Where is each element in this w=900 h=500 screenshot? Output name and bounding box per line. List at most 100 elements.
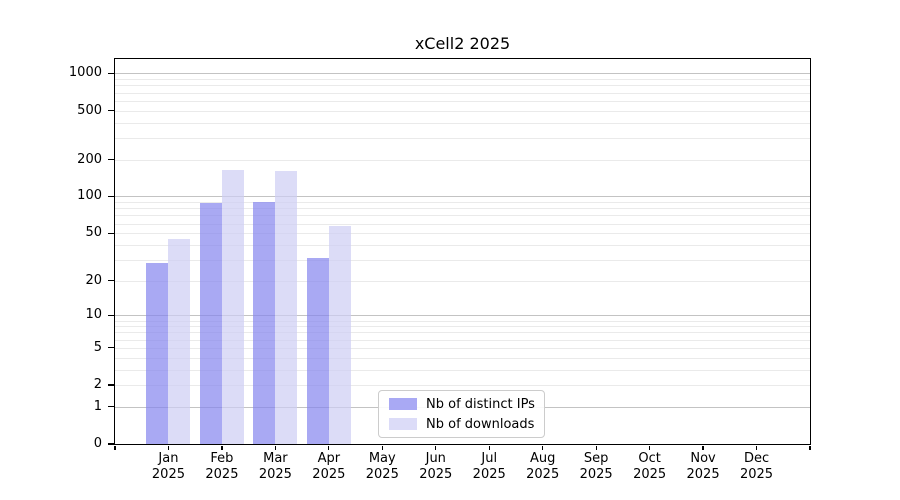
x-tick-label-year: 2025: [312, 467, 346, 482]
gridline-major: [115, 196, 810, 198]
gridline-minor: [115, 202, 810, 204]
bar-feb-distinct-ips: [199, 203, 222, 444]
bar-apr-downloads: [328, 226, 351, 444]
gridline-minor: [115, 137, 810, 139]
gridline-minor: [115, 347, 810, 349]
y-tick-label: 500: [77, 102, 102, 118]
bar-jan-distinct-ips: [146, 263, 169, 444]
bar-jan-downloads: [168, 238, 191, 444]
bar-feb-downloads: [221, 169, 244, 444]
gridline-minor: [115, 223, 810, 225]
x-tick-label-month: Apr: [317, 451, 341, 466]
y-tick-label: 1: [93, 398, 102, 414]
x-tick-label-year: 2025: [472, 467, 506, 482]
gridline-minor: [115, 85, 810, 87]
legend-entry-downloads: Nb of downloads: [389, 417, 534, 432]
gridline-minor: [115, 326, 810, 328]
x-axis-edge-tick: [114, 445, 116, 450]
y-tick: [108, 384, 115, 386]
x-tick-label-year: 2025: [739, 467, 774, 482]
y-tick-label: 2: [93, 377, 102, 393]
x-tick-label-month: Jan: [158, 451, 179, 466]
gridline-minor: [115, 92, 810, 94]
x-tick-label-month: May: [368, 451, 396, 466]
legend-swatch-distinct-ips: [389, 398, 417, 410]
bar-apr-distinct-ips: [306, 258, 329, 444]
y-tick-label: 50: [85, 225, 102, 241]
x-tick-label-month: Dec: [743, 451, 770, 466]
y-tick: [108, 109, 115, 112]
x-tick: [381, 445, 383, 450]
y-tick: [108, 72, 115, 75]
x-tick: [488, 445, 490, 450]
x-tick-label-month: Oct: [638, 451, 661, 466]
legend: Nb of distinct IPs Nb of downloads: [378, 390, 545, 438]
y-tick-label: 10: [85, 307, 102, 323]
x-tick: [542, 445, 544, 450]
bar-mar-distinct-ips: [253, 202, 276, 444]
y-tick-label: 1000: [68, 65, 102, 81]
x-tick-label-month: Feb: [210, 451, 234, 466]
gridline-minor: [115, 244, 810, 246]
x-tick-label-month: Aug: [529, 451, 556, 466]
x-tick: [274, 445, 276, 450]
y-tick-label: 200: [77, 151, 102, 167]
x-tick-label-year: 2025: [205, 467, 239, 482]
y-tick-label: 20: [85, 272, 102, 288]
x-tick: [167, 445, 170, 450]
gridline-minor: [115, 100, 810, 102]
x-tick-label-year: 2025: [365, 467, 399, 482]
x-tick-label-year: 2025: [419, 467, 453, 482]
gridline-minor: [115, 110, 810, 112]
gridline-minor: [115, 385, 810, 387]
plot-area: [115, 59, 810, 444]
legend-entry-distinct-ips: Nb of distinct IPs: [389, 396, 535, 412]
legend-swatch-downloads: [389, 418, 417, 430]
legend-label-downloads: Nb of downloads: [426, 416, 535, 432]
x-tick-label-year: 2025: [686, 467, 720, 482]
gridline-minor: [115, 122, 810, 124]
y-tick: [108, 232, 115, 234]
gridline-minor: [115, 357, 810, 359]
x-tick-label-year: 2025: [633, 467, 667, 482]
bar-mar-downloads: [275, 170, 298, 444]
x-tick: [435, 445, 437, 450]
x-tick-label-month: Jun: [425, 451, 446, 466]
legend-label-distinct-ips: Nb of distinct IPs: [426, 396, 535, 412]
gridline-major: [115, 73, 810, 75]
x-tick: [221, 445, 223, 450]
x-tick: [702, 445, 704, 450]
y-tick: [108, 443, 115, 445]
x-tick-label-month: Nov: [690, 451, 716, 466]
x-tick-label-month: Jul: [481, 451, 498, 466]
x-tick: [755, 445, 758, 450]
x-tick: [649, 445, 651, 450]
x-tick-label-month: Sep: [583, 451, 609, 466]
x-tick-label-year: 2025: [579, 467, 613, 482]
gridline-minor: [115, 369, 810, 371]
y-tick-label: 0: [93, 436, 102, 451]
x-tick: [328, 445, 330, 450]
chart-title: xCell2 2025: [414, 34, 511, 53]
y-tick: [108, 347, 115, 349]
gridline-minor: [115, 259, 810, 261]
x-tick-label-year: 2025: [151, 467, 185, 482]
x-tick-label-month: Mar: [263, 451, 288, 466]
x-tick: [595, 445, 597, 450]
y-tick: [108, 195, 115, 198]
y-tick: [108, 314, 115, 316]
gridline-minor: [115, 208, 810, 210]
y-tick: [108, 158, 115, 161]
gridline-minor: [115, 233, 810, 235]
y-tick: [108, 280, 115, 282]
gridline-minor: [115, 79, 810, 81]
gridline-minor: [115, 159, 810, 161]
y-tick-label: 100: [77, 188, 102, 204]
gridline-minor: [115, 320, 810, 322]
gridline-minor: [115, 280, 810, 282]
y-tick: [108, 406, 115, 408]
gridline-minor: [115, 339, 810, 341]
gridline-minor: [115, 332, 810, 334]
x-axis-edge-tick: [809, 445, 811, 450]
